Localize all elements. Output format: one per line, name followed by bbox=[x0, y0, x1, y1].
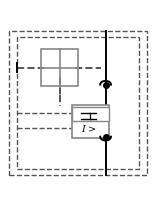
Bar bbox=[41, 49, 78, 86]
Bar bbox=[17, 37, 139, 169]
Bar bbox=[72, 107, 109, 121]
Text: I >: I > bbox=[81, 125, 96, 134]
Bar bbox=[72, 104, 109, 138]
